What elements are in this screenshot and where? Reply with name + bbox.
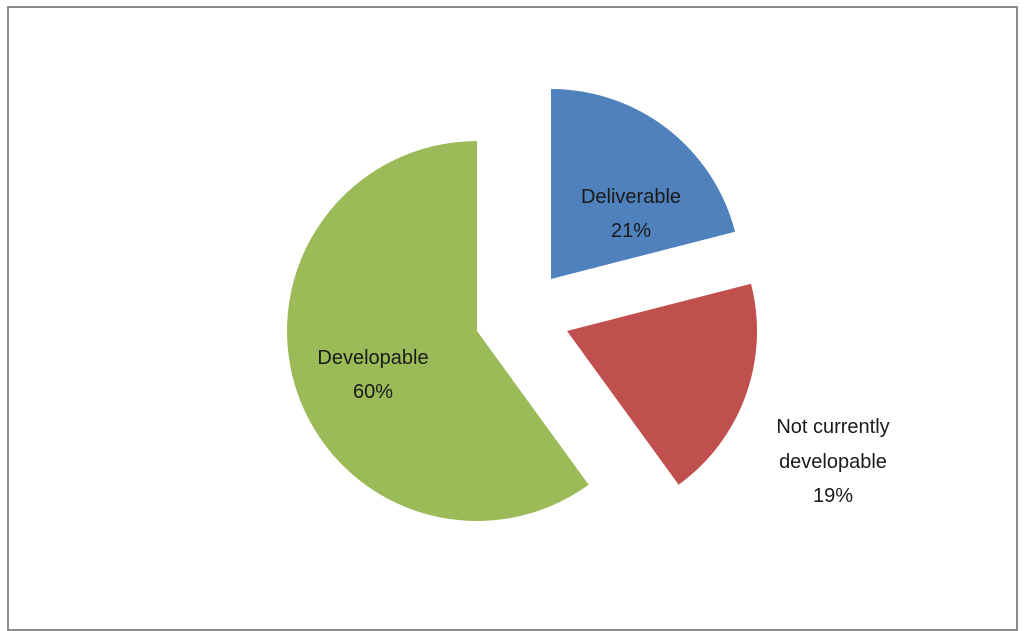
data-label-deliverable-percent: 21% [611, 220, 651, 242]
data-label-not-currently-developable-percent: 19% [813, 485, 853, 507]
pie-slice-deliverable [551, 89, 736, 279]
chart-frame [7, 6, 1018, 631]
data-label-not-currently-developable-name: Not currently [776, 416, 889, 438]
data-label-deliverable-name: Deliverable [581, 186, 681, 208]
data-label-developable-percent: 60% [353, 381, 393, 403]
pie-slice-developable [287, 141, 589, 521]
data-label-developable-name: Developable [317, 347, 428, 369]
data-label-not-currently-developable-name: developable [779, 451, 887, 473]
pie-slice-not-currently-developable [567, 283, 758, 485]
